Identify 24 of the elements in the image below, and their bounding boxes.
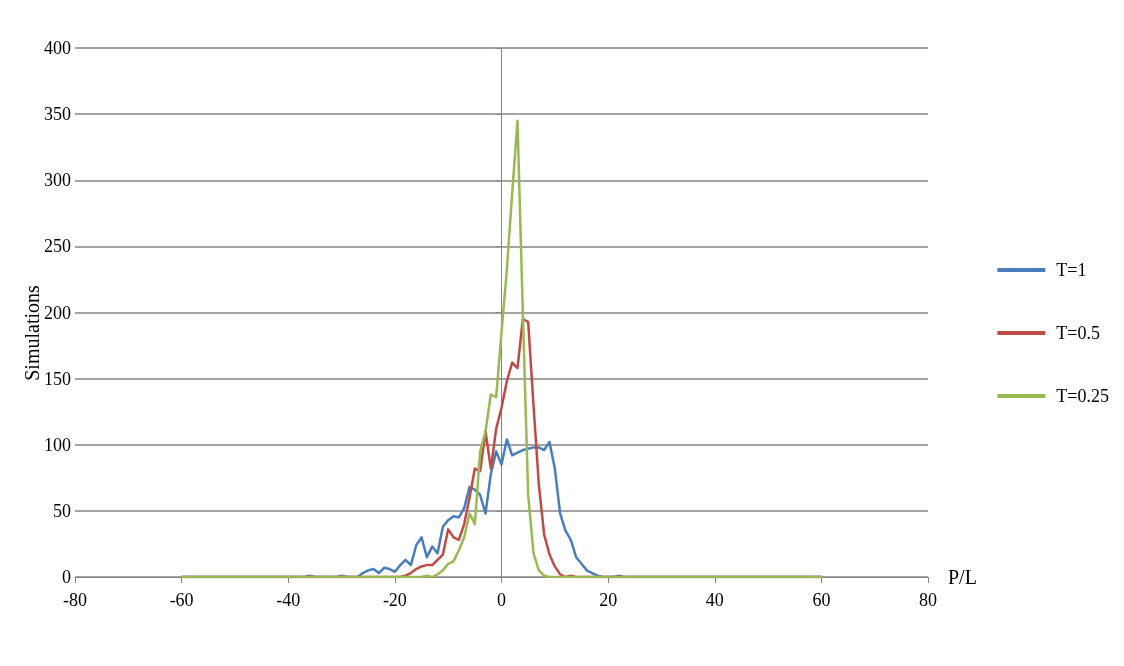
y-tick-label: 50 (53, 500, 71, 521)
legend-label: T=1 (1056, 260, 1087, 280)
y-tick-label: 150 (44, 368, 71, 389)
legend-label: T=0.5 (1056, 323, 1101, 343)
x-tick-label: -60 (169, 590, 194, 610)
y-axis-title: Simulations (21, 285, 43, 381)
y-tick-label: 400 (44, 38, 71, 58)
y-tick-label: 0 (62, 567, 71, 587)
x-tick-label: -40 (276, 590, 301, 610)
x-tick-label: 60 (812, 590, 831, 610)
x-tick-label: -20 (382, 590, 407, 610)
x-tick-label: 80 (919, 590, 937, 610)
x-tick-label: -80 (63, 590, 87, 610)
y-tick-label: 100 (44, 434, 71, 455)
x-tick-label: 40 (705, 590, 724, 610)
y-tick-label: 300 (44, 170, 71, 191)
y-tick-label: 200 (44, 302, 71, 323)
y-tick-label: 250 (44, 236, 71, 257)
x-tick-label: 0 (497, 590, 506, 610)
y-tick-label: 350 (44, 104, 71, 125)
line-series (180, 119, 823, 579)
x-tick-label: 20 (599, 590, 618, 610)
legend-label: T=0.25 (1056, 386, 1110, 406)
x-axis-title: P/L (948, 566, 977, 588)
